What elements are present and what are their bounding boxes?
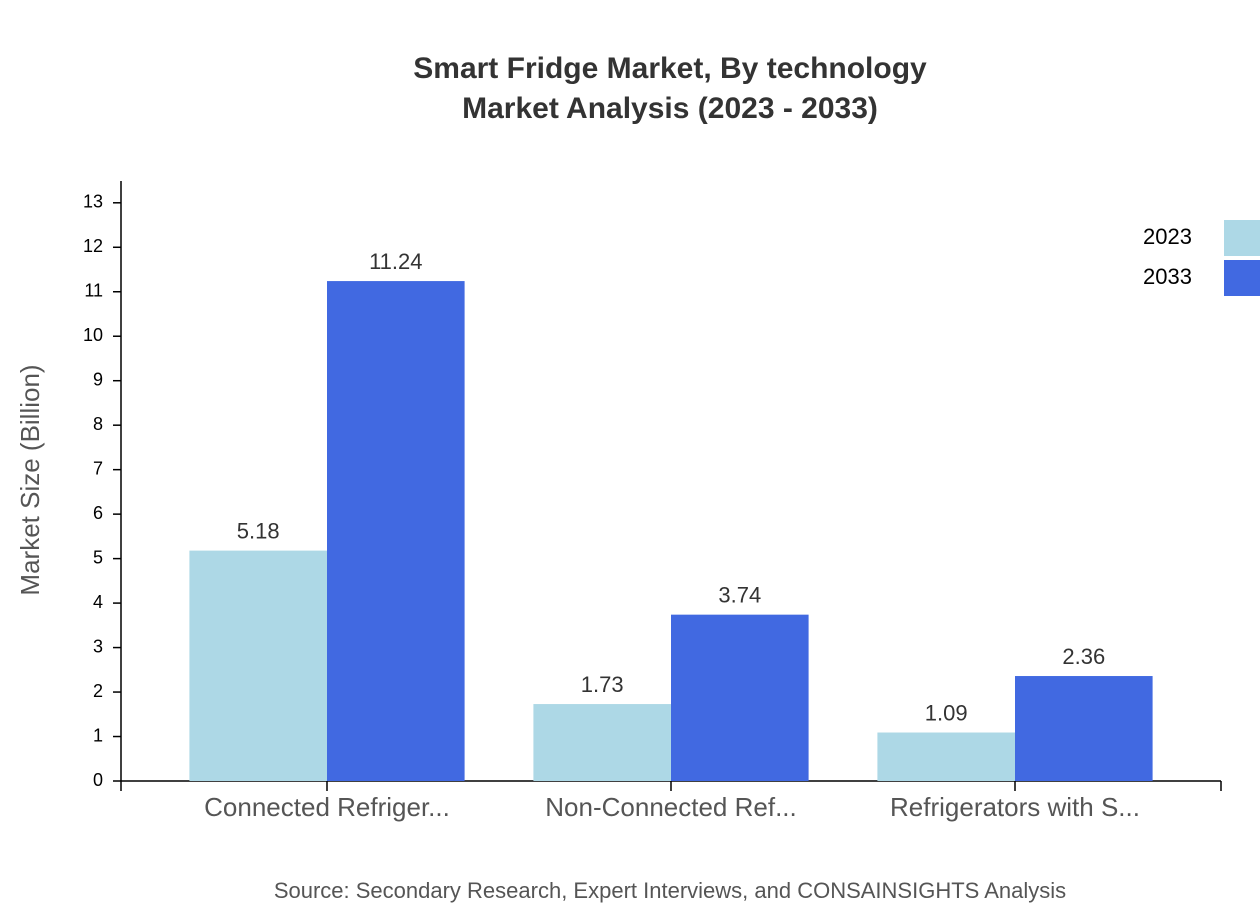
bar [877,732,1015,781]
legend-swatch [1224,220,1260,256]
y-tick-label: 9 [93,369,103,389]
value-label: 11.24 [369,249,422,274]
source-note: Source: Secondary Research, Expert Inter… [274,878,1066,903]
legend-swatch [1224,260,1260,296]
value-label: 1.09 [925,700,968,725]
y-tick-label: 6 [93,503,103,523]
y-axis-label: Market Size (Billion) [15,364,45,595]
bar [533,704,671,781]
y-tick-label: 7 [93,458,103,478]
value-label: 5.18 [237,518,280,543]
chart-subtitle: Market Analysis (2023 - 2033) [462,92,878,125]
y-tick-label: 0 [93,770,103,790]
x-tick-label: Non-Connected Ref... [545,792,796,822]
value-label: 1.73 [581,672,624,697]
value-label: 2.36 [1062,644,1105,669]
bar [189,550,327,781]
y-tick-label: 11 [84,280,103,300]
y-tick-label: 13 [83,192,103,212]
y-tick-label: 12 [83,236,103,256]
bar [1015,676,1153,781]
chart-title: Smart Fridge Market, By technology [413,52,927,85]
y-tick-label: 2 [93,681,103,701]
y-tick-label: 4 [93,592,103,612]
x-tick-label: Connected Refriger... [204,792,450,822]
legend-label: 2023 [1143,224,1192,249]
y-tick-label: 5 [93,547,103,567]
value-label: 3.74 [718,582,761,607]
y-tick-label: 8 [93,414,103,434]
y-tick-label: 10 [83,325,103,345]
legend-label: 2033 [1143,264,1192,289]
bar [327,281,465,781]
y-tick-label: 3 [93,636,103,656]
y-tick-label: 1 [93,725,103,745]
bar [671,614,809,781]
x-tick-label: Refrigerators with S... [890,792,1140,822]
